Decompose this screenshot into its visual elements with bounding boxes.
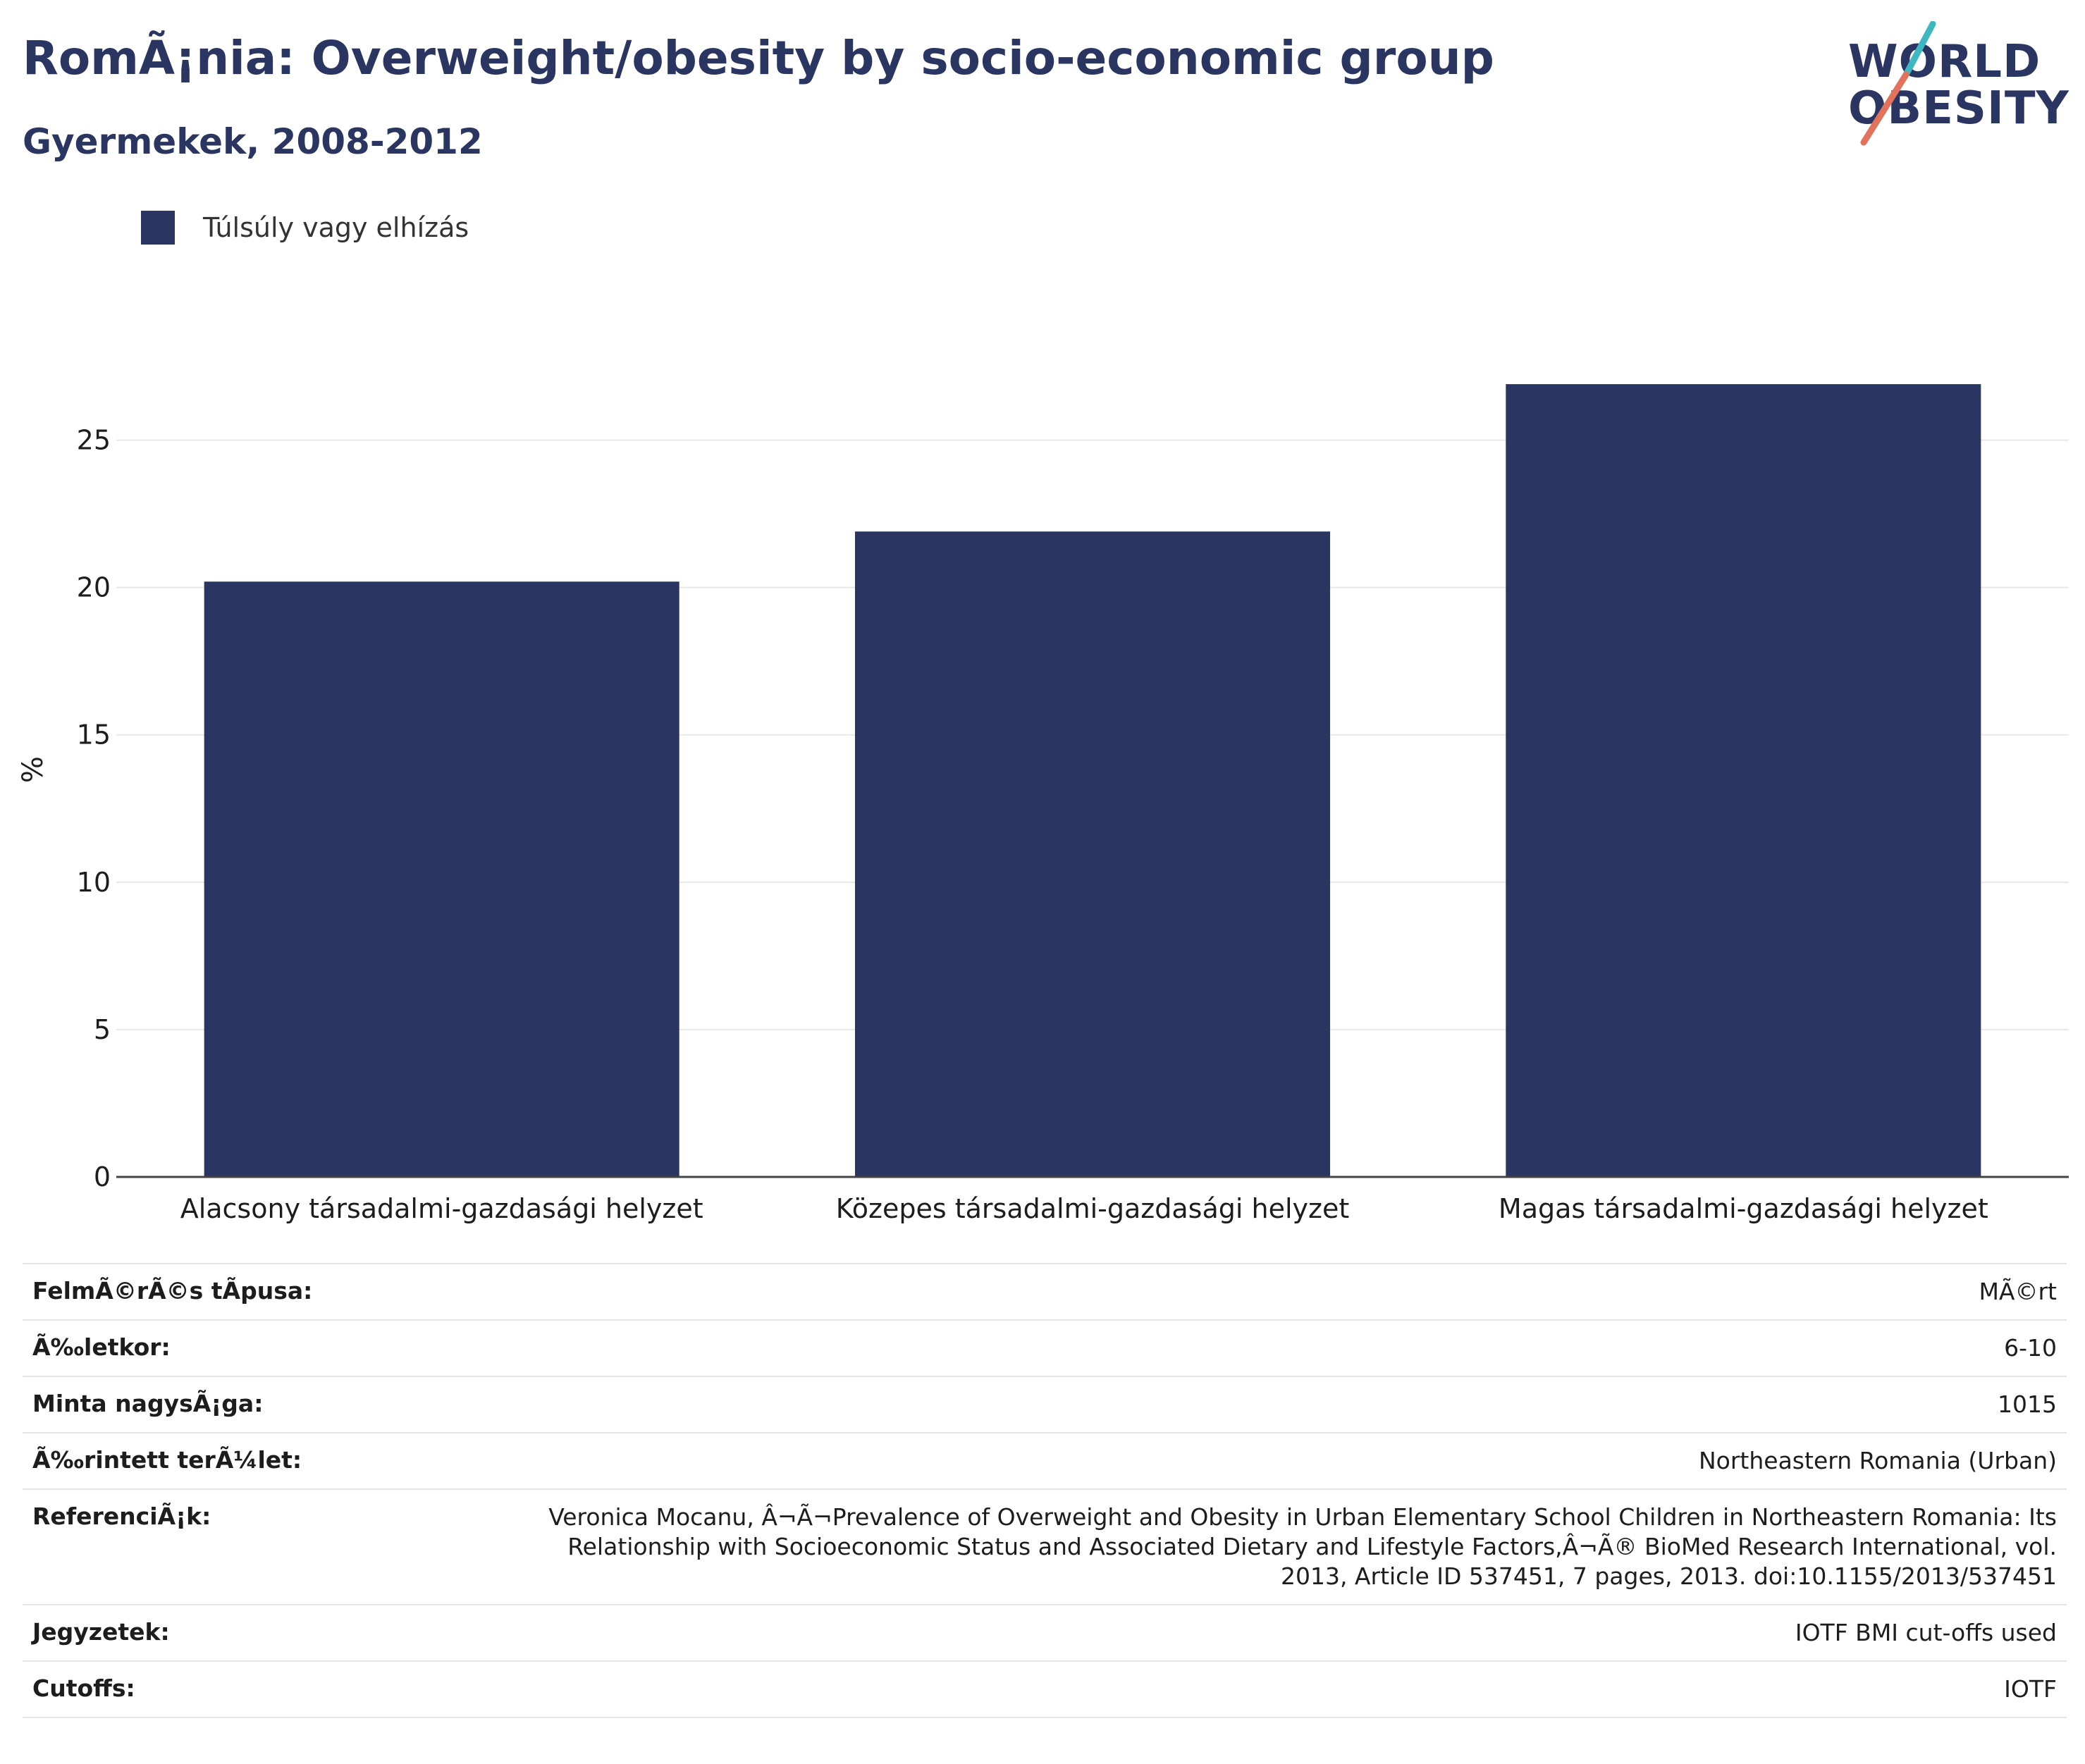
details-value: 6-10	[536, 1319, 2067, 1376]
details-label: FelmÃ©rÃ©s tÃpusa:	[23, 1263, 536, 1320]
details-label: Cutoffs:	[23, 1660, 536, 1718]
bar	[854, 531, 1331, 1177]
details-value: Northeastern Romania (Urban)	[536, 1432, 2067, 1489]
x-tick-label: Alacsony társadalmi-gazdasági helyzet	[180, 1193, 703, 1224]
details-table: FelmÃ©rÃ©s tÃpusa: MÃ©rt Ã‰letkor: 6-10 Mint…	[23, 1263, 2067, 1718]
world-obesity-logo: WORLD OBESITY	[1833, 21, 2072, 148]
bar	[1506, 384, 1981, 1178]
y-axis-label: %	[17, 756, 49, 783]
details-row: Ã‰letkor: 6-10	[23, 1319, 2067, 1376]
y-tick-label: 20	[77, 572, 111, 603]
x-tick-label: Magas társadalmi-gazdasági helyzet	[1499, 1193, 1988, 1224]
bar-chart: 0 5 10 15 20 25 Alacsony társadalmi-gazdasági…	[17, 384, 2069, 1224]
y-tick-label: 5	[94, 1014, 111, 1045]
bar	[204, 581, 679, 1177]
details-row: Jegyzetek: IOTF BMI cut-offs used	[23, 1604, 2067, 1661]
chart-subtitle: Gyermekek, 2008-2012	[23, 121, 483, 162]
y-tick-label: 10	[77, 867, 111, 898]
details-row: FelmÃ©rÃ©s tÃpusa: MÃ©rt	[23, 1263, 2067, 1320]
legend-label: Túlsúly vagy elhízás	[203, 212, 469, 243]
details-label: Minta nagysÃ¡ga:	[23, 1376, 536, 1433]
bars	[204, 384, 1981, 1178]
details-label: Ã‰letkor:	[23, 1319, 536, 1376]
details-row: Minta nagysÃ¡ga: 1015	[23, 1376, 2067, 1433]
details-value: IOTF	[536, 1660, 2067, 1718]
details-label: ReferenciÃ¡k:	[23, 1488, 536, 1605]
details-value: 1015	[536, 1376, 2067, 1433]
details-value: IOTF BMI cut-offs used	[536, 1604, 2067, 1661]
y-tick-label: 0	[94, 1161, 111, 1192]
y-tick-label: 25	[77, 425, 111, 456]
x-axis-ticks: Alacsony társadalmi-gazdasági helyzet Köz…	[180, 1193, 1988, 1224]
chart-title: RomÃ¡nia: Overweight/obesity by socio-ec…	[23, 31, 1494, 85]
legend-swatch	[141, 211, 175, 245]
details-row: Ã‰rintett terÃ¼let: Northeastern Romania …	[23, 1432, 2067, 1489]
details-label: Jegyzetek:	[23, 1604, 536, 1661]
y-tick-label: 15	[77, 720, 111, 751]
details-row: ReferenciÃ¡k: Veronica Mocanu, Â¬Ã¬Preval…	[23, 1488, 2067, 1605]
details-value: MÃ©rt	[536, 1263, 2067, 1320]
logo-text-line1: WORLD	[1848, 36, 2041, 88]
details-label: Ã‰rintett terÃ¼let:	[23, 1432, 536, 1489]
details-value: Veronica Mocanu, Â¬Ã¬Prevalence of Overw…	[536, 1488, 2067, 1605]
chart-legend: Túlsúly vagy elhízás	[141, 210, 469, 245]
logo-slash-icon	[1860, 21, 1936, 146]
x-tick-label: Közepes társadalmi-gazdasági helyzet	[836, 1193, 1349, 1224]
y-axis-ticks: 0 5 10 15 20 25	[77, 425, 111, 1192]
details-row: Cutoffs: IOTF	[23, 1660, 2067, 1718]
